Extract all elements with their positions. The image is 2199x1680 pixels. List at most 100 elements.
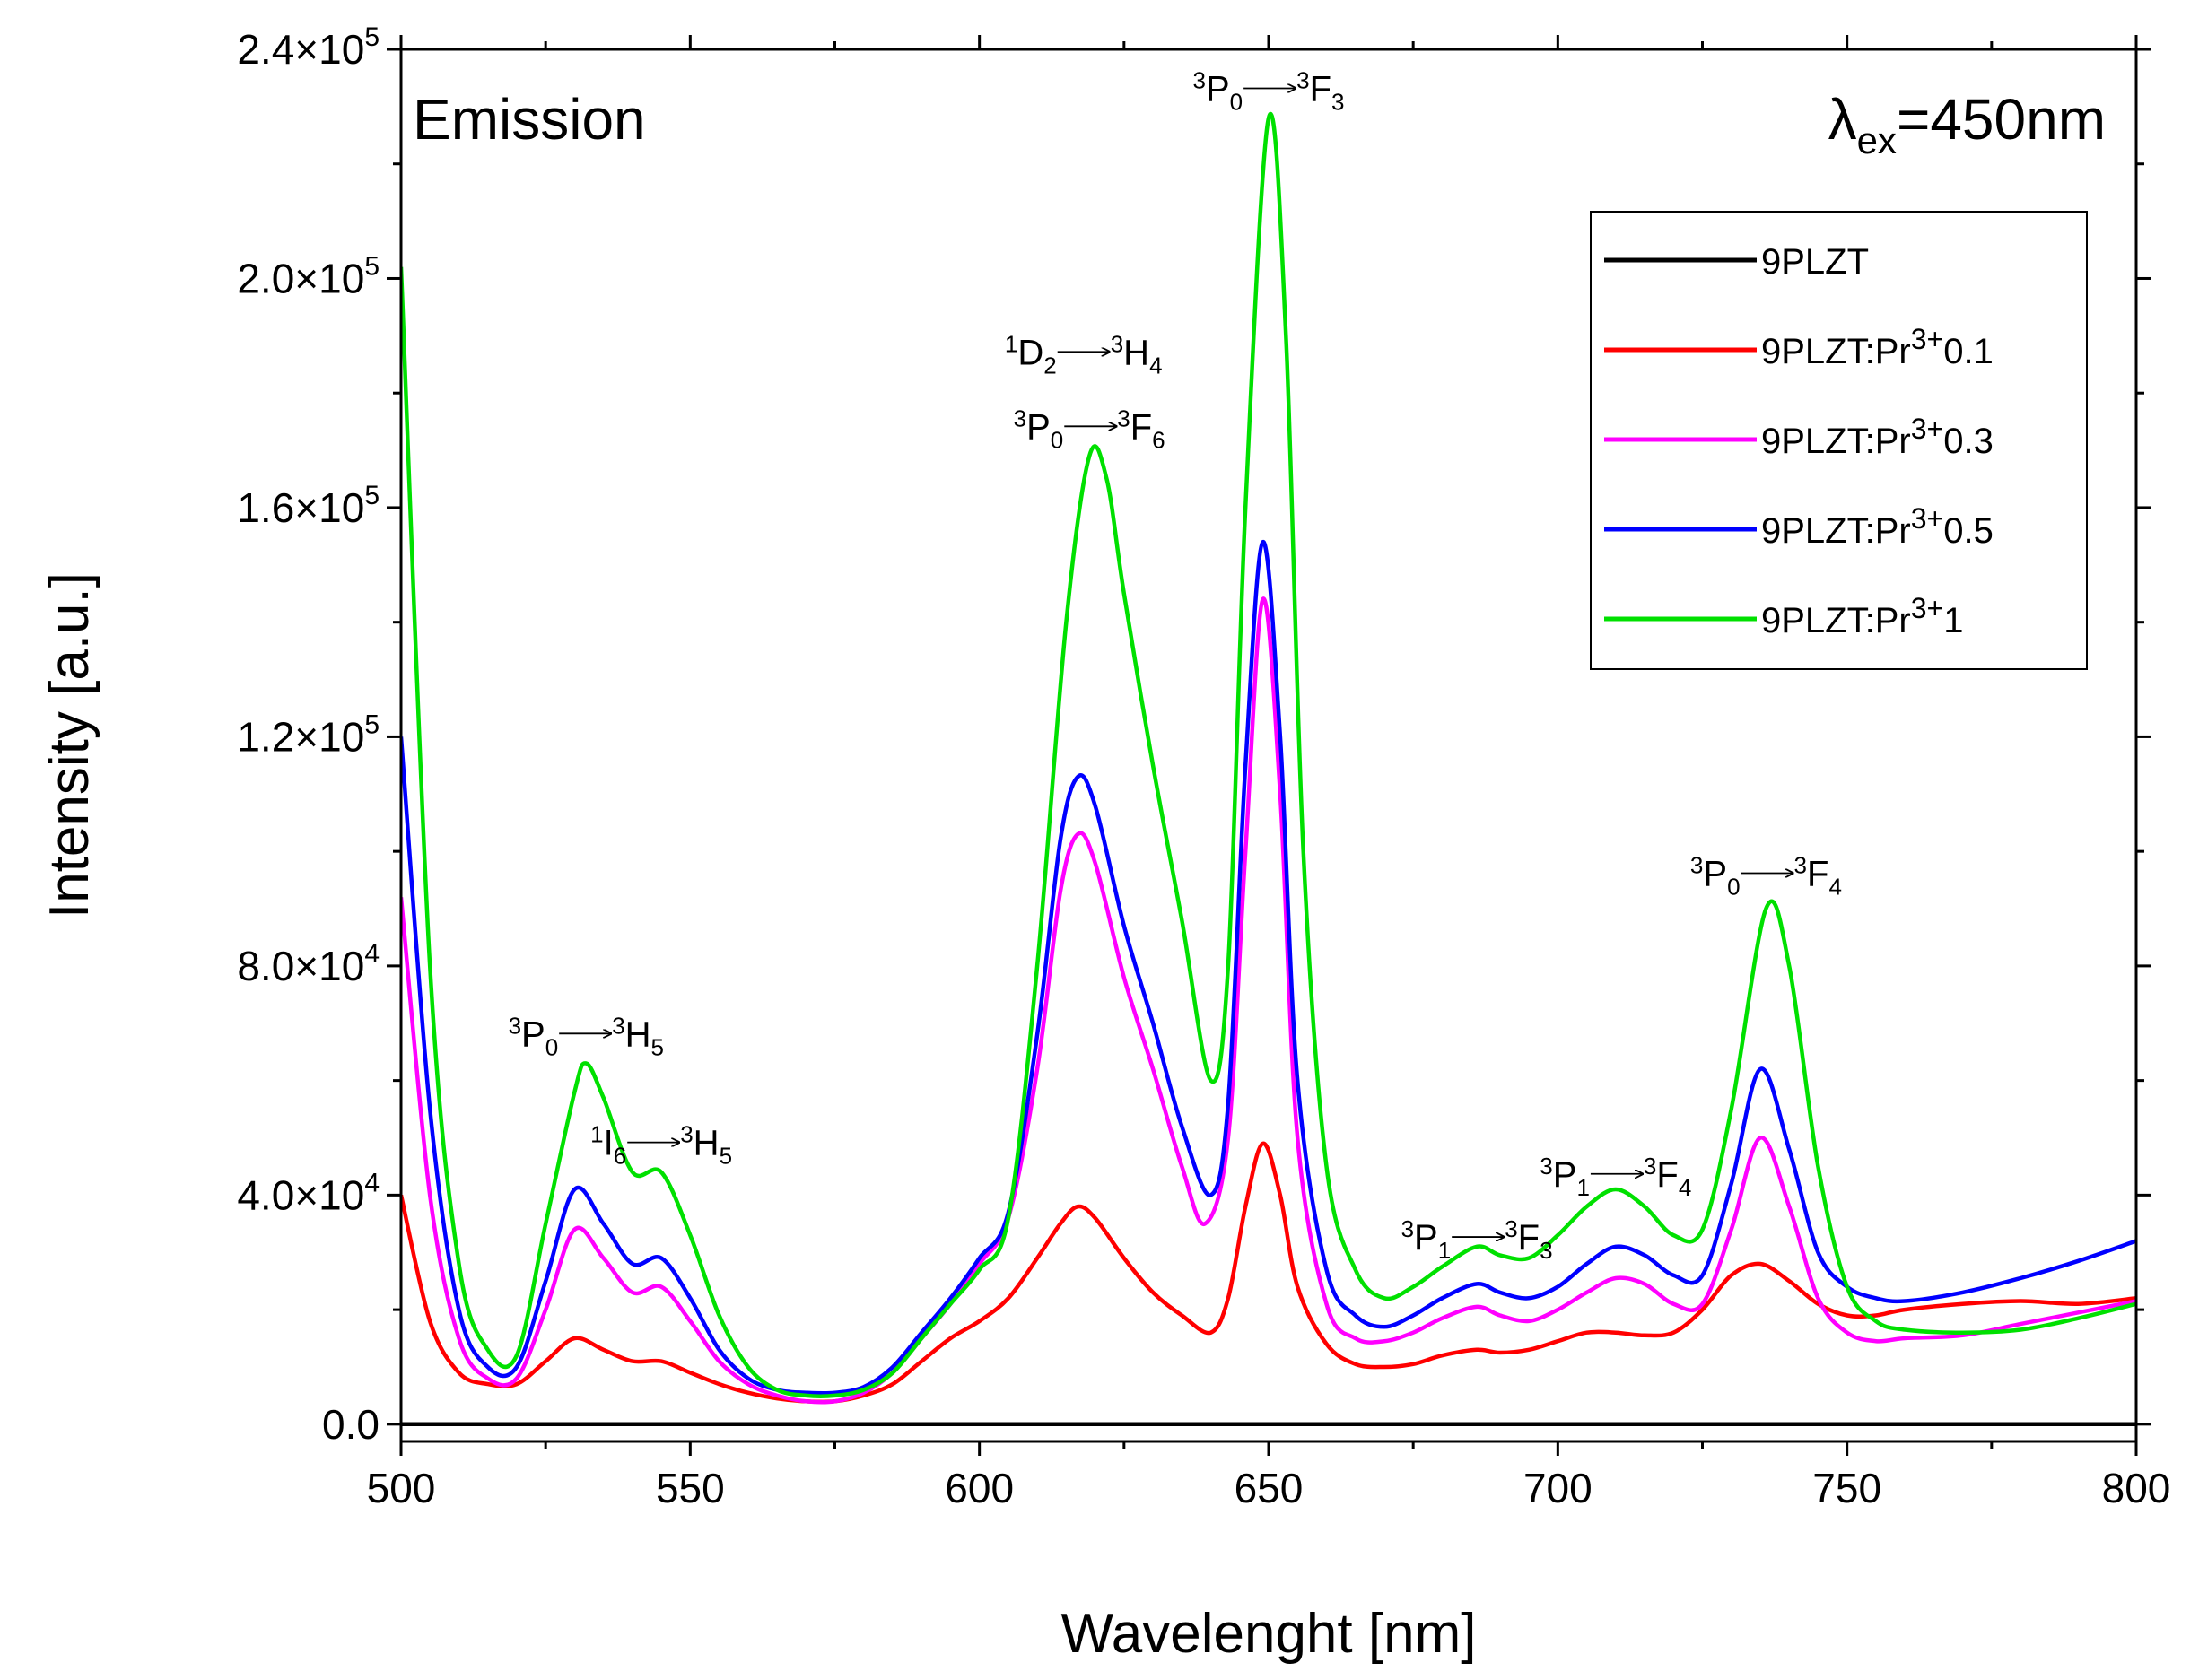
y-tick-label: 1.6×105 [237, 481, 380, 531]
y-tick-exponent: 4 [364, 939, 380, 969]
x-tick-label: 650 [1235, 1465, 1304, 1511]
transition-part: I [604, 1124, 614, 1163]
transition-label-3: 3P0 3F6 [1014, 405, 1165, 453]
x-axis-title: Wavelenght [nm] [1061, 1603, 1477, 1665]
legend-label-base: 9PLZT:Pr [1761, 422, 1911, 461]
y-tick-mantissa: 0.0 [322, 1401, 380, 1448]
legend-label-0: 9PLZT [1761, 242, 1869, 282]
legend-label-base: 9PLZT:Pr [1761, 601, 1911, 640]
transition-part: 3 [1117, 405, 1130, 431]
transition-text: 1D2 3H4 [1005, 330, 1163, 379]
transition-part: H [625, 1014, 651, 1054]
y-tick-label: 1.2×105 [237, 709, 380, 760]
transition-part: 3 [612, 1012, 624, 1039]
legend-label-sup: 3+ [1911, 323, 1943, 355]
legend-label-sup: 3+ [1911, 592, 1943, 624]
y-tick-mantissa: 4.0×10 [237, 1171, 364, 1218]
legend-label-suffix: 0.3 [1943, 422, 1994, 461]
transition-label-4: 3P0 3F3 [1193, 66, 1345, 115]
transition-part: 4 [1679, 1174, 1691, 1201]
x-tick-label: 800 [2102, 1465, 2171, 1511]
transition-part: 6 [614, 1143, 626, 1170]
transition-label-0: 3P0 3H5 [509, 1012, 664, 1060]
legend-label-2: 9PLZT:Pr3+0.3 [1761, 413, 1994, 461]
transition-part: 0 [1230, 88, 1243, 115]
transition-part: P [1026, 407, 1051, 447]
transition-part: P [1414, 1218, 1438, 1258]
excitation-value: =450nm [1897, 87, 2106, 152]
legend-label-3: 9PLZT:Pr3+0.5 [1761, 502, 1994, 551]
transition-arrow-space [1590, 1155, 1644, 1195]
legend-label-suffix: 0.5 [1943, 511, 1994, 551]
transition-part: P [521, 1014, 545, 1054]
transition-label-1: 1I6 3H5 [590, 1121, 732, 1170]
transition-text: 3P1 3F3 [1401, 1215, 1553, 1264]
series-layer [401, 111, 2136, 1427]
transition-part: 3 [1540, 1237, 1552, 1264]
y-tick-mantissa: 1.6×10 [237, 484, 364, 531]
transition-part: 3 [1111, 330, 1123, 357]
transition-part: 0 [1727, 873, 1740, 900]
y-tick-exponent: 5 [364, 709, 380, 739]
x-tick-label: 500 [367, 1465, 436, 1511]
transition-arrow-space [1063, 407, 1117, 447]
transition-part: 3 [1401, 1215, 1414, 1242]
y-tick-label: 2.0×105 [237, 251, 380, 301]
transition-part: F [1656, 1155, 1678, 1195]
series-line-1 [401, 1141, 2136, 1405]
x-tick-label: 700 [1523, 1465, 1593, 1511]
transition-arrow-space [626, 1124, 680, 1163]
y-tick-exponent: 4 [364, 1168, 380, 1197]
transition-text: 3P0 3F3 [1193, 66, 1345, 115]
transition-part: 3 [1296, 66, 1309, 93]
y-axis-title: Intensity [a.u.] [39, 572, 100, 918]
legend-label-suffix: 0.1 [1943, 332, 1994, 371]
transition-text: 3P0 3F4 [1690, 851, 1842, 900]
excitation-lambda: λ [1828, 87, 1857, 152]
legend-label-sup: 3+ [1911, 413, 1943, 445]
axes-layer: 500 550 600 650 700 750 8000.04.0×1048.0×1041.… [237, 22, 2170, 1511]
legend-label-base: 9PLZT:Pr [1761, 511, 1911, 551]
emission-label: Emission [413, 87, 646, 152]
transition-part: 3 [680, 1121, 693, 1148]
legend-label-sup: 3+ [1911, 502, 1943, 535]
transition-part: P [1703, 854, 1727, 893]
excitation-label: λex=450nm [1828, 87, 2106, 161]
transition-text: 3P1 3F4 [1540, 1153, 1691, 1201]
series-line-3 [401, 540, 2136, 1396]
transition-part: F [1130, 407, 1152, 447]
transition-part: D [1017, 333, 1043, 372]
transition-part: 3 [1331, 88, 1344, 115]
transition-label-6: 3P1 3F4 [1540, 1153, 1691, 1201]
legend-label-suffix: 1 [1943, 601, 1963, 640]
transition-part: 3 [1794, 851, 1807, 878]
transition-text: 3P0 3F6 [1014, 405, 1165, 453]
legend-label-base: 9PLZT [1761, 242, 1869, 282]
transition-part: 1 [1005, 330, 1017, 357]
transition-part: 2 [1043, 352, 1056, 379]
transition-text: 1I6 3H5 [590, 1121, 732, 1170]
transition-part: 0 [545, 1033, 558, 1060]
transition-part: 1 [590, 1121, 603, 1148]
transition-part: 5 [651, 1033, 664, 1060]
y-tick-exponent: 5 [364, 481, 380, 510]
transition-part: 6 [1152, 426, 1165, 453]
transition-part: 3 [1690, 851, 1703, 878]
transition-part: P [1206, 69, 1230, 109]
transition-arrow-space [1243, 69, 1296, 109]
transition-part: H [1123, 333, 1149, 372]
transition-part: 3 [1644, 1153, 1656, 1179]
series-line-2 [401, 596, 2136, 1405]
y-tick-label: 2.4×105 [237, 22, 380, 73]
transition-part: F [1310, 69, 1331, 109]
y-tick-mantissa: 8.0×10 [237, 943, 364, 989]
transition-arrow-space [1741, 854, 1794, 893]
y-tick-exponent: 5 [364, 22, 380, 52]
transition-part: F [1518, 1218, 1540, 1258]
transition-text: 3P0 3H5 [509, 1012, 664, 1060]
transition-part: 3 [1505, 1215, 1517, 1242]
transition-part: 4 [1149, 352, 1162, 379]
transition-part: 3 [509, 1012, 521, 1039]
